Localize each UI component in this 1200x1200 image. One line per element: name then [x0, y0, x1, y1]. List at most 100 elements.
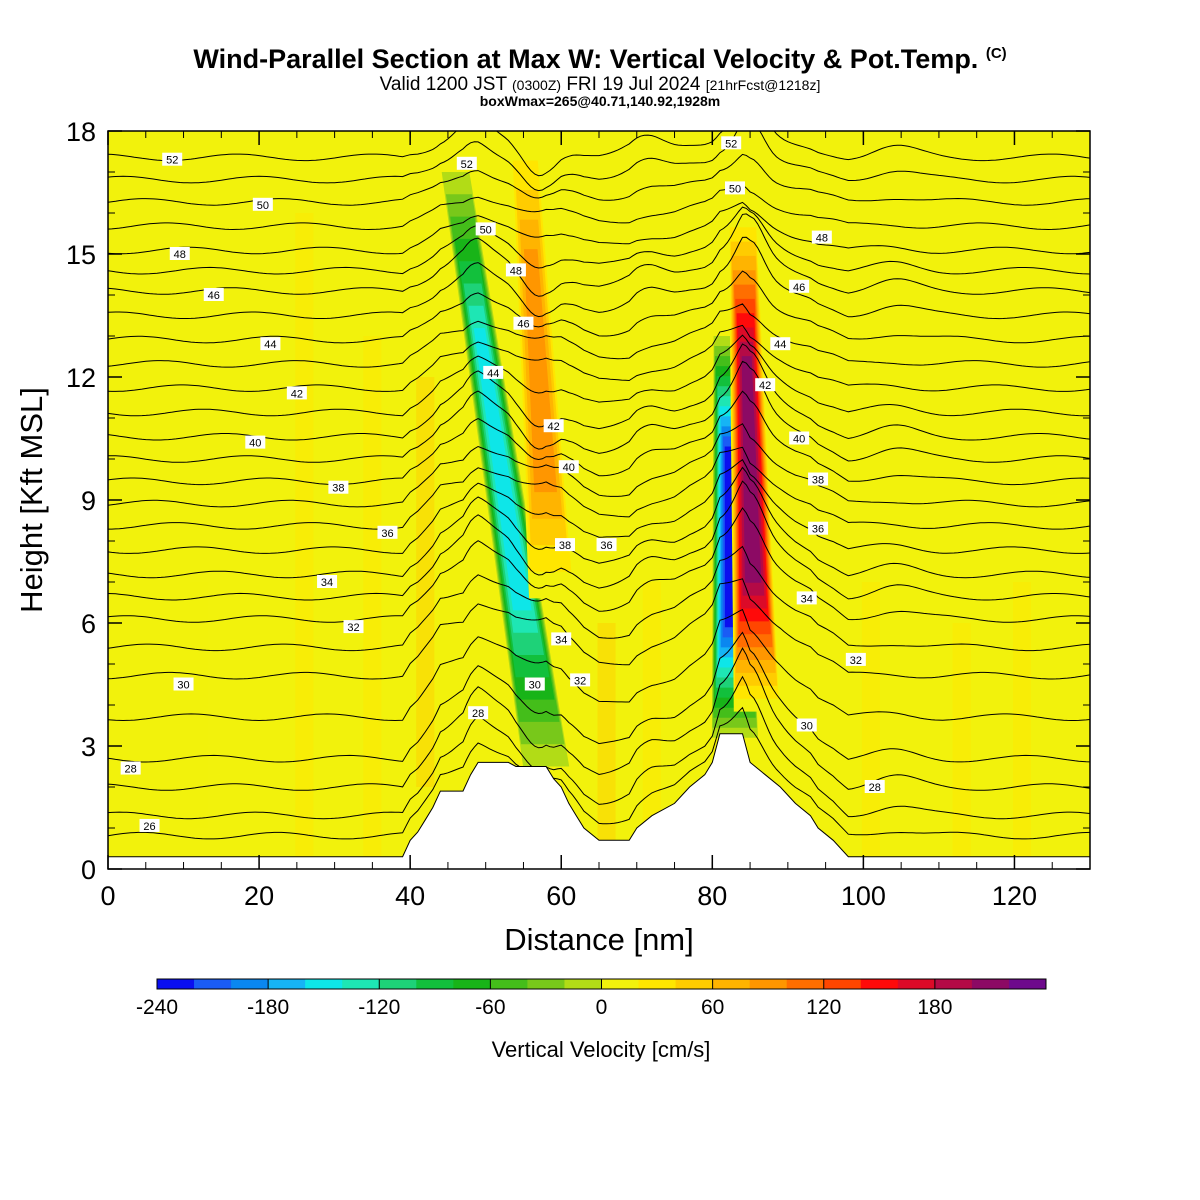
y-tick-label: 3 — [81, 732, 96, 762]
y-tick-label: 6 — [81, 609, 96, 639]
contour-label-text: 28 — [869, 782, 881, 794]
contour-label: 28 — [120, 761, 141, 776]
contour-label: 44 — [770, 337, 791, 351]
y-axis-title: Height [Kft MSL] — [14, 387, 49, 613]
contour-label-bg — [796, 718, 817, 732]
contour-label: 30 — [173, 677, 194, 692]
colorbar-swatch — [305, 979, 343, 989]
velocity-texture-band — [295, 213, 314, 869]
theta-contour-line — [108, 423, 1090, 508]
chart-title: Wind-Parallel Section at Max W: Vertical… — [0, 44, 1200, 75]
colorbar: -240 -180 -120 -60 0 60 120 180 — [136, 978, 1047, 1019]
contour-label: 34 — [551, 632, 572, 646]
colorbar-swatch — [934, 979, 973, 989]
contour-label: 52 — [456, 156, 477, 171]
contour-label: 52 — [721, 136, 742, 150]
theta-contour-line — [108, 206, 1090, 275]
theta-contour-line — [108, 131, 1090, 192]
theta-contour-line — [108, 184, 1090, 231]
contour-label-text: 40 — [563, 462, 575, 474]
contour-label-text: 36 — [381, 528, 393, 540]
colorbar-tick-label: -120 — [358, 996, 400, 1019]
forecast-info: [21hrFcst@1218z] — [705, 77, 821, 93]
colorbar-swatch — [416, 979, 454, 989]
velocity-texture-band — [189, 582, 208, 828]
contour-label-bg — [808, 521, 829, 535]
contour-label-bg — [169, 247, 190, 260]
contour-label-bg — [755, 378, 776, 392]
contour-label-bg — [203, 288, 224, 301]
colorbar-title: Vertical Velocity [cm/s] — [492, 1037, 711, 1062]
contour-label-bg — [377, 525, 398, 539]
contour-label-bg — [789, 279, 810, 293]
theta-contour-line — [108, 131, 1090, 177]
colorbar-swatch — [194, 979, 232, 989]
contour-label-bg — [139, 818, 160, 832]
contour-label-text: 52 — [725, 138, 737, 150]
colorbar-swatch — [231, 979, 269, 989]
theta-contour-line — [108, 675, 1090, 820]
colorbar-swatch — [379, 979, 417, 989]
contour-label-text: 50 — [480, 224, 492, 236]
contour-label-text: 52 — [166, 155, 178, 167]
contour-label: 48 — [811, 230, 832, 245]
contour-label-bg — [162, 152, 183, 166]
contour-label: 26 — [139, 818, 160, 833]
contour-label: 42 — [543, 419, 564, 433]
theta-contour-line — [108, 236, 1090, 320]
contour-label-text: 50 — [257, 200, 269, 212]
contour-label-bg — [317, 575, 338, 588]
theta-contour-line — [108, 303, 1090, 368]
theta-contour-line — [108, 507, 1090, 623]
contour-label: 44 — [260, 337, 281, 351]
contour-label: 28 — [468, 706, 489, 720]
contour-label-text: 46 — [793, 282, 805, 294]
contour-label-bg — [252, 197, 273, 211]
contour-label-text: 48 — [816, 233, 828, 245]
x-tick-label: 20 — [244, 881, 274, 911]
title-main: Wind-Parallel Section at Max W: Vertical… — [193, 44, 979, 74]
contour-label-bg — [596, 538, 617, 552]
contour-label-bg — [475, 222, 496, 236]
theta-contour-line — [108, 201, 1090, 255]
colorbar-swatch — [823, 979, 862, 989]
colorbar-tick-label: 60 — [701, 996, 724, 1019]
contour-label-bg — [513, 316, 534, 330]
valid-utc: (0300Z) — [512, 77, 562, 93]
contour-label-bg — [555, 538, 576, 552]
colorbar-swatch — [1008, 979, 1047, 989]
contour-label: 48 — [169, 247, 190, 261]
plot-background — [108, 131, 1090, 869]
contour-label-text: 52 — [461, 159, 473, 171]
colorbar-swatch — [749, 979, 788, 989]
contour-label-bg — [468, 706, 489, 720]
colorbar-tick-label: -240 — [136, 996, 178, 1019]
contour-label-text: 46 — [517, 319, 529, 331]
theta-contour-line — [108, 458, 1090, 554]
colorbar-swatch — [786, 979, 825, 989]
contour-label: 36 — [808, 521, 829, 536]
x-tick-label: 0 — [100, 881, 115, 911]
colorbar-swatch — [564, 979, 602, 989]
theta-contour-line — [108, 631, 1090, 763]
theta-contour-line — [108, 480, 1090, 601]
colorbar-swatch — [490, 979, 528, 989]
contour-label-bg — [551, 632, 572, 646]
contour-label-text: 48 — [510, 265, 522, 277]
updraft-band — [741, 356, 762, 583]
plot-area: 26 28 30 32 34 36 38 40 42 44 46 48 50 52 52 52 50 50 48 48… — [107, 130, 1091, 870]
contour-label-text: 34 — [321, 577, 333, 589]
contour-label-bg — [811, 230, 832, 244]
contour-label-text: 42 — [548, 421, 560, 433]
contour-label-bg — [721, 136, 742, 150]
theta-contour-line — [108, 360, 1090, 463]
contour-label-bg — [724, 181, 745, 195]
contour-label-text: 44 — [774, 339, 786, 351]
contour-label: 30 — [524, 677, 545, 692]
colorbar-swatch — [860, 979, 899, 989]
contour-label-text: 42 — [759, 380, 771, 392]
contour-label: 34 — [796, 591, 817, 605]
contour-label: 52 — [162, 152, 183, 167]
contour-label-bg — [173, 677, 194, 691]
colorbar-swatch — [712, 979, 751, 989]
